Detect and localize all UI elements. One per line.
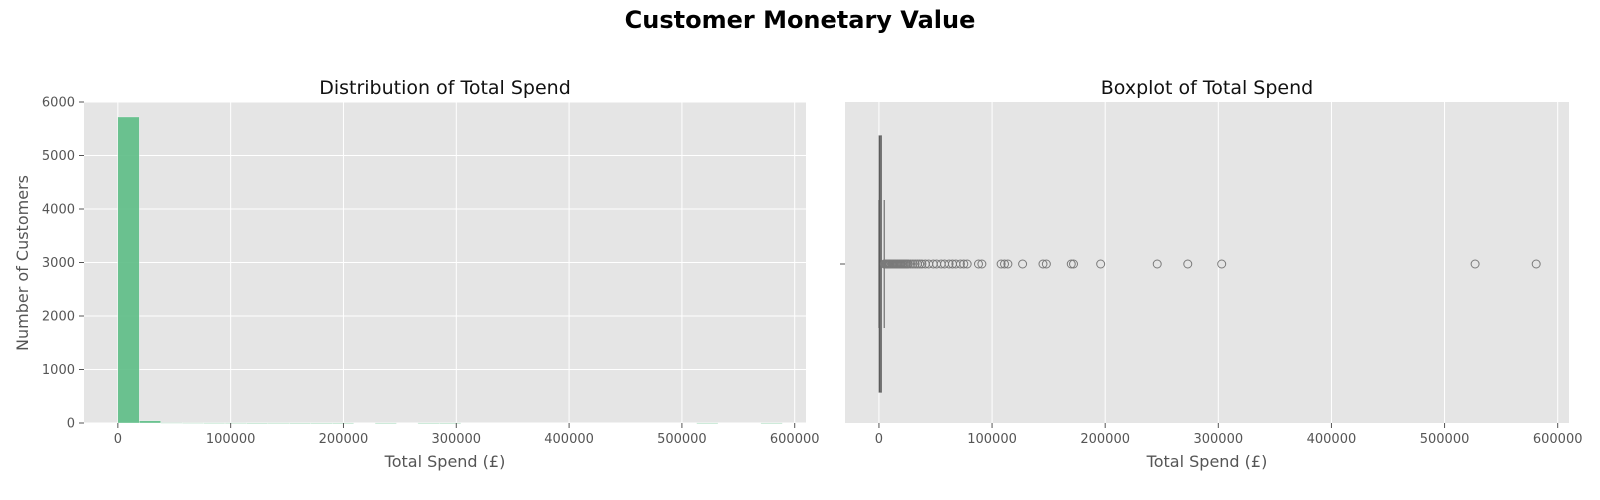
boxplot-outlier-point bbox=[959, 259, 969, 269]
histogram-panel: 0 100000 200000 300000 400000 500000 600000 0 1… bbox=[13, 77, 820, 471]
boxplot-outlier-point bbox=[917, 259, 927, 269]
histogram-bar bbox=[246, 422, 269, 424]
histogram-y-tick-label: 1000 bbox=[42, 363, 75, 378]
histogram-bar bbox=[374, 422, 397, 424]
histogram-y-ticks: 0 1000 2000 3000 4000 5000 6000 bbox=[42, 96, 84, 432]
histogram-x-tick-label: 0 bbox=[114, 432, 122, 447]
boxplot-outlier-point bbox=[910, 259, 920, 269]
figure-title: Customer Monetary Value bbox=[624, 6, 976, 34]
boxplot-outlier-point bbox=[1069, 259, 1079, 269]
histogram-y-axis-label: Number of Customers bbox=[13, 175, 32, 351]
histogram-bar bbox=[696, 422, 719, 424]
histogram-bars bbox=[117, 116, 783, 424]
histogram-y-tick-label: 5000 bbox=[42, 149, 75, 164]
histogram-bar bbox=[181, 422, 204, 424]
boxplot-outlier-point bbox=[1000, 259, 1010, 269]
boxplot-x-axis-label: Total Spend (£) bbox=[1146, 452, 1268, 471]
histogram-y-tick-label: 4000 bbox=[42, 203, 75, 218]
histogram-bar bbox=[160, 422, 183, 424]
boxplot-x-tick-label: 200000 bbox=[1080, 432, 1130, 447]
histogram-bar bbox=[332, 422, 354, 424]
histogram-y-tick-label: 6000 bbox=[42, 96, 75, 111]
histogram-bar bbox=[439, 422, 461, 424]
boxplot-outlier-point bbox=[944, 259, 954, 269]
boxplot-outlier-point bbox=[915, 259, 925, 269]
boxplot-x-tick-label: 500000 bbox=[1420, 432, 1470, 447]
histogram-bar bbox=[760, 422, 783, 424]
boxplot-outlier-point bbox=[1038, 259, 1048, 269]
histogram-y-tick-label: 2000 bbox=[42, 310, 75, 325]
boxplot-outlier-point bbox=[1531, 259, 1541, 269]
boxplot-title: Boxplot of Total Spend bbox=[1101, 77, 1313, 99]
histogram-y-tick-label: 3000 bbox=[42, 256, 75, 271]
boxplot-plot-area bbox=[845, 102, 1569, 423]
histogram-x-tick-label: 300000 bbox=[431, 432, 481, 447]
boxplot-panel: 0 100000 200000 300000 400000 500000 600000 Bo… bbox=[840, 77, 1583, 471]
boxplot-outlier-point bbox=[977, 259, 987, 269]
histogram-x-tick-label: 100000 bbox=[206, 432, 256, 447]
histogram-y-tick-label: 0 bbox=[67, 417, 75, 432]
boxplot-outlier-point bbox=[906, 259, 916, 269]
histogram-x-axis-label: Total Spend (£) bbox=[384, 452, 506, 471]
histogram-bar bbox=[267, 422, 290, 424]
histogram-bar bbox=[310, 422, 333, 424]
histogram-x-tick-label: 600000 bbox=[770, 432, 820, 447]
boxplot-outlier-point bbox=[1470, 259, 1480, 269]
boxplot-outlier-point bbox=[996, 259, 1006, 269]
histogram-x-tick-label: 400000 bbox=[544, 432, 594, 447]
boxplot-x-tick-label: 400000 bbox=[1307, 432, 1357, 447]
boxplot-x-tick-label: 0 bbox=[875, 432, 883, 447]
histogram-bar bbox=[289, 422, 311, 424]
boxplot-outlier-point bbox=[1096, 259, 1106, 269]
boxplot-outlier-point bbox=[1018, 259, 1028, 269]
boxplot-outliers bbox=[879, 259, 1541, 269]
histogram-bar bbox=[139, 420, 161, 424]
histogram-title: Distribution of Total Spend bbox=[319, 77, 571, 99]
boxplot-outlier-point bbox=[1152, 259, 1162, 269]
boxplot-x-tick-label: 600000 bbox=[1533, 432, 1583, 447]
boxplot-outlier-point bbox=[1183, 259, 1193, 269]
boxplot-outlier-point bbox=[1003, 259, 1013, 269]
boxplot-outlier-point bbox=[903, 259, 913, 269]
histogram-x-ticks: 0 100000 200000 300000 400000 500000 600000 bbox=[114, 423, 820, 447]
boxplot-x-ticks: 0 100000 200000 300000 400000 500000 600000 bbox=[875, 423, 1583, 447]
boxplot-outlier-point bbox=[1066, 259, 1076, 269]
histogram-bar bbox=[224, 422, 247, 424]
histogram-bar bbox=[203, 422, 226, 424]
histogram-bar bbox=[417, 422, 440, 424]
boxplot-x-tick-label: 300000 bbox=[1193, 432, 1243, 447]
boxplot-outlier-point bbox=[1041, 259, 1051, 269]
boxplot-outlier-point bbox=[908, 259, 918, 269]
histogram-bar bbox=[117, 116, 140, 424]
boxplot-outlier-point bbox=[962, 259, 972, 269]
boxplot-x-tick-label: 100000 bbox=[967, 432, 1017, 447]
histogram-x-tick-label: 200000 bbox=[319, 432, 369, 447]
boxplot-outlier-point bbox=[955, 259, 965, 269]
boxplot-outlier-point bbox=[1217, 259, 1227, 269]
histogram-x-tick-label: 500000 bbox=[657, 432, 707, 447]
boxplot-outlier-point bbox=[973, 259, 983, 269]
